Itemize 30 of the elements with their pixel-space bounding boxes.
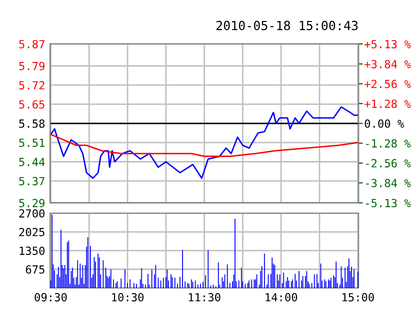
y2-tick-label: -3.84 % xyxy=(366,178,411,188)
y-tick-label: 675 xyxy=(26,265,44,274)
y-tick-label: 5.79 xyxy=(19,62,44,70)
line-series xyxy=(50,106,359,179)
x-tick-label: 15:00 xyxy=(342,293,374,302)
y-tick-label: 5.51 xyxy=(19,138,44,147)
y2-tick-label: 0.00 % xyxy=(364,119,404,128)
y-tick-label: 5.58 xyxy=(19,119,45,128)
chart-title: 2010-05-18 15:00:43 xyxy=(216,20,358,30)
y2-tick-label: +3.84 % xyxy=(364,60,411,68)
y2-tick-label: +5.13 % xyxy=(364,40,411,48)
x-tick-label: 09:30 xyxy=(34,293,67,302)
y-tick-label: 5.72 xyxy=(19,81,44,90)
line-series xyxy=(50,134,359,157)
y2-tick-label: -2.56 % xyxy=(366,159,411,168)
y-tick-label: 5.87 xyxy=(19,40,44,48)
y2-tick-label: -1.28 % xyxy=(366,139,411,148)
y2-tick-label: +2.56 % xyxy=(364,80,411,88)
y-tick-label: 5.65 xyxy=(19,100,44,109)
y2-tick-label: -5.13 % xyxy=(366,198,411,208)
y-tick-label: 5.29 xyxy=(19,198,44,208)
y-tick-label: 5.37 xyxy=(19,176,44,186)
y-tick-label: 5.44 xyxy=(19,158,45,166)
y-tick-label: 1350 xyxy=(20,246,45,255)
y-tick-label: 2025 xyxy=(19,228,44,236)
x-tick-label: 11:30 xyxy=(188,293,220,302)
x-tick-label: 14:00 xyxy=(266,293,298,302)
y2-tick-label: +1.28 % xyxy=(364,100,411,108)
y-tick-label: 2700 xyxy=(19,209,45,218)
x-tick-label: 10:30 xyxy=(112,293,144,302)
